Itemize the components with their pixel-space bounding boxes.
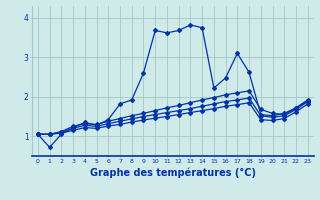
X-axis label: Graphe des températures (°C): Graphe des températures (°C) (90, 167, 256, 178)
